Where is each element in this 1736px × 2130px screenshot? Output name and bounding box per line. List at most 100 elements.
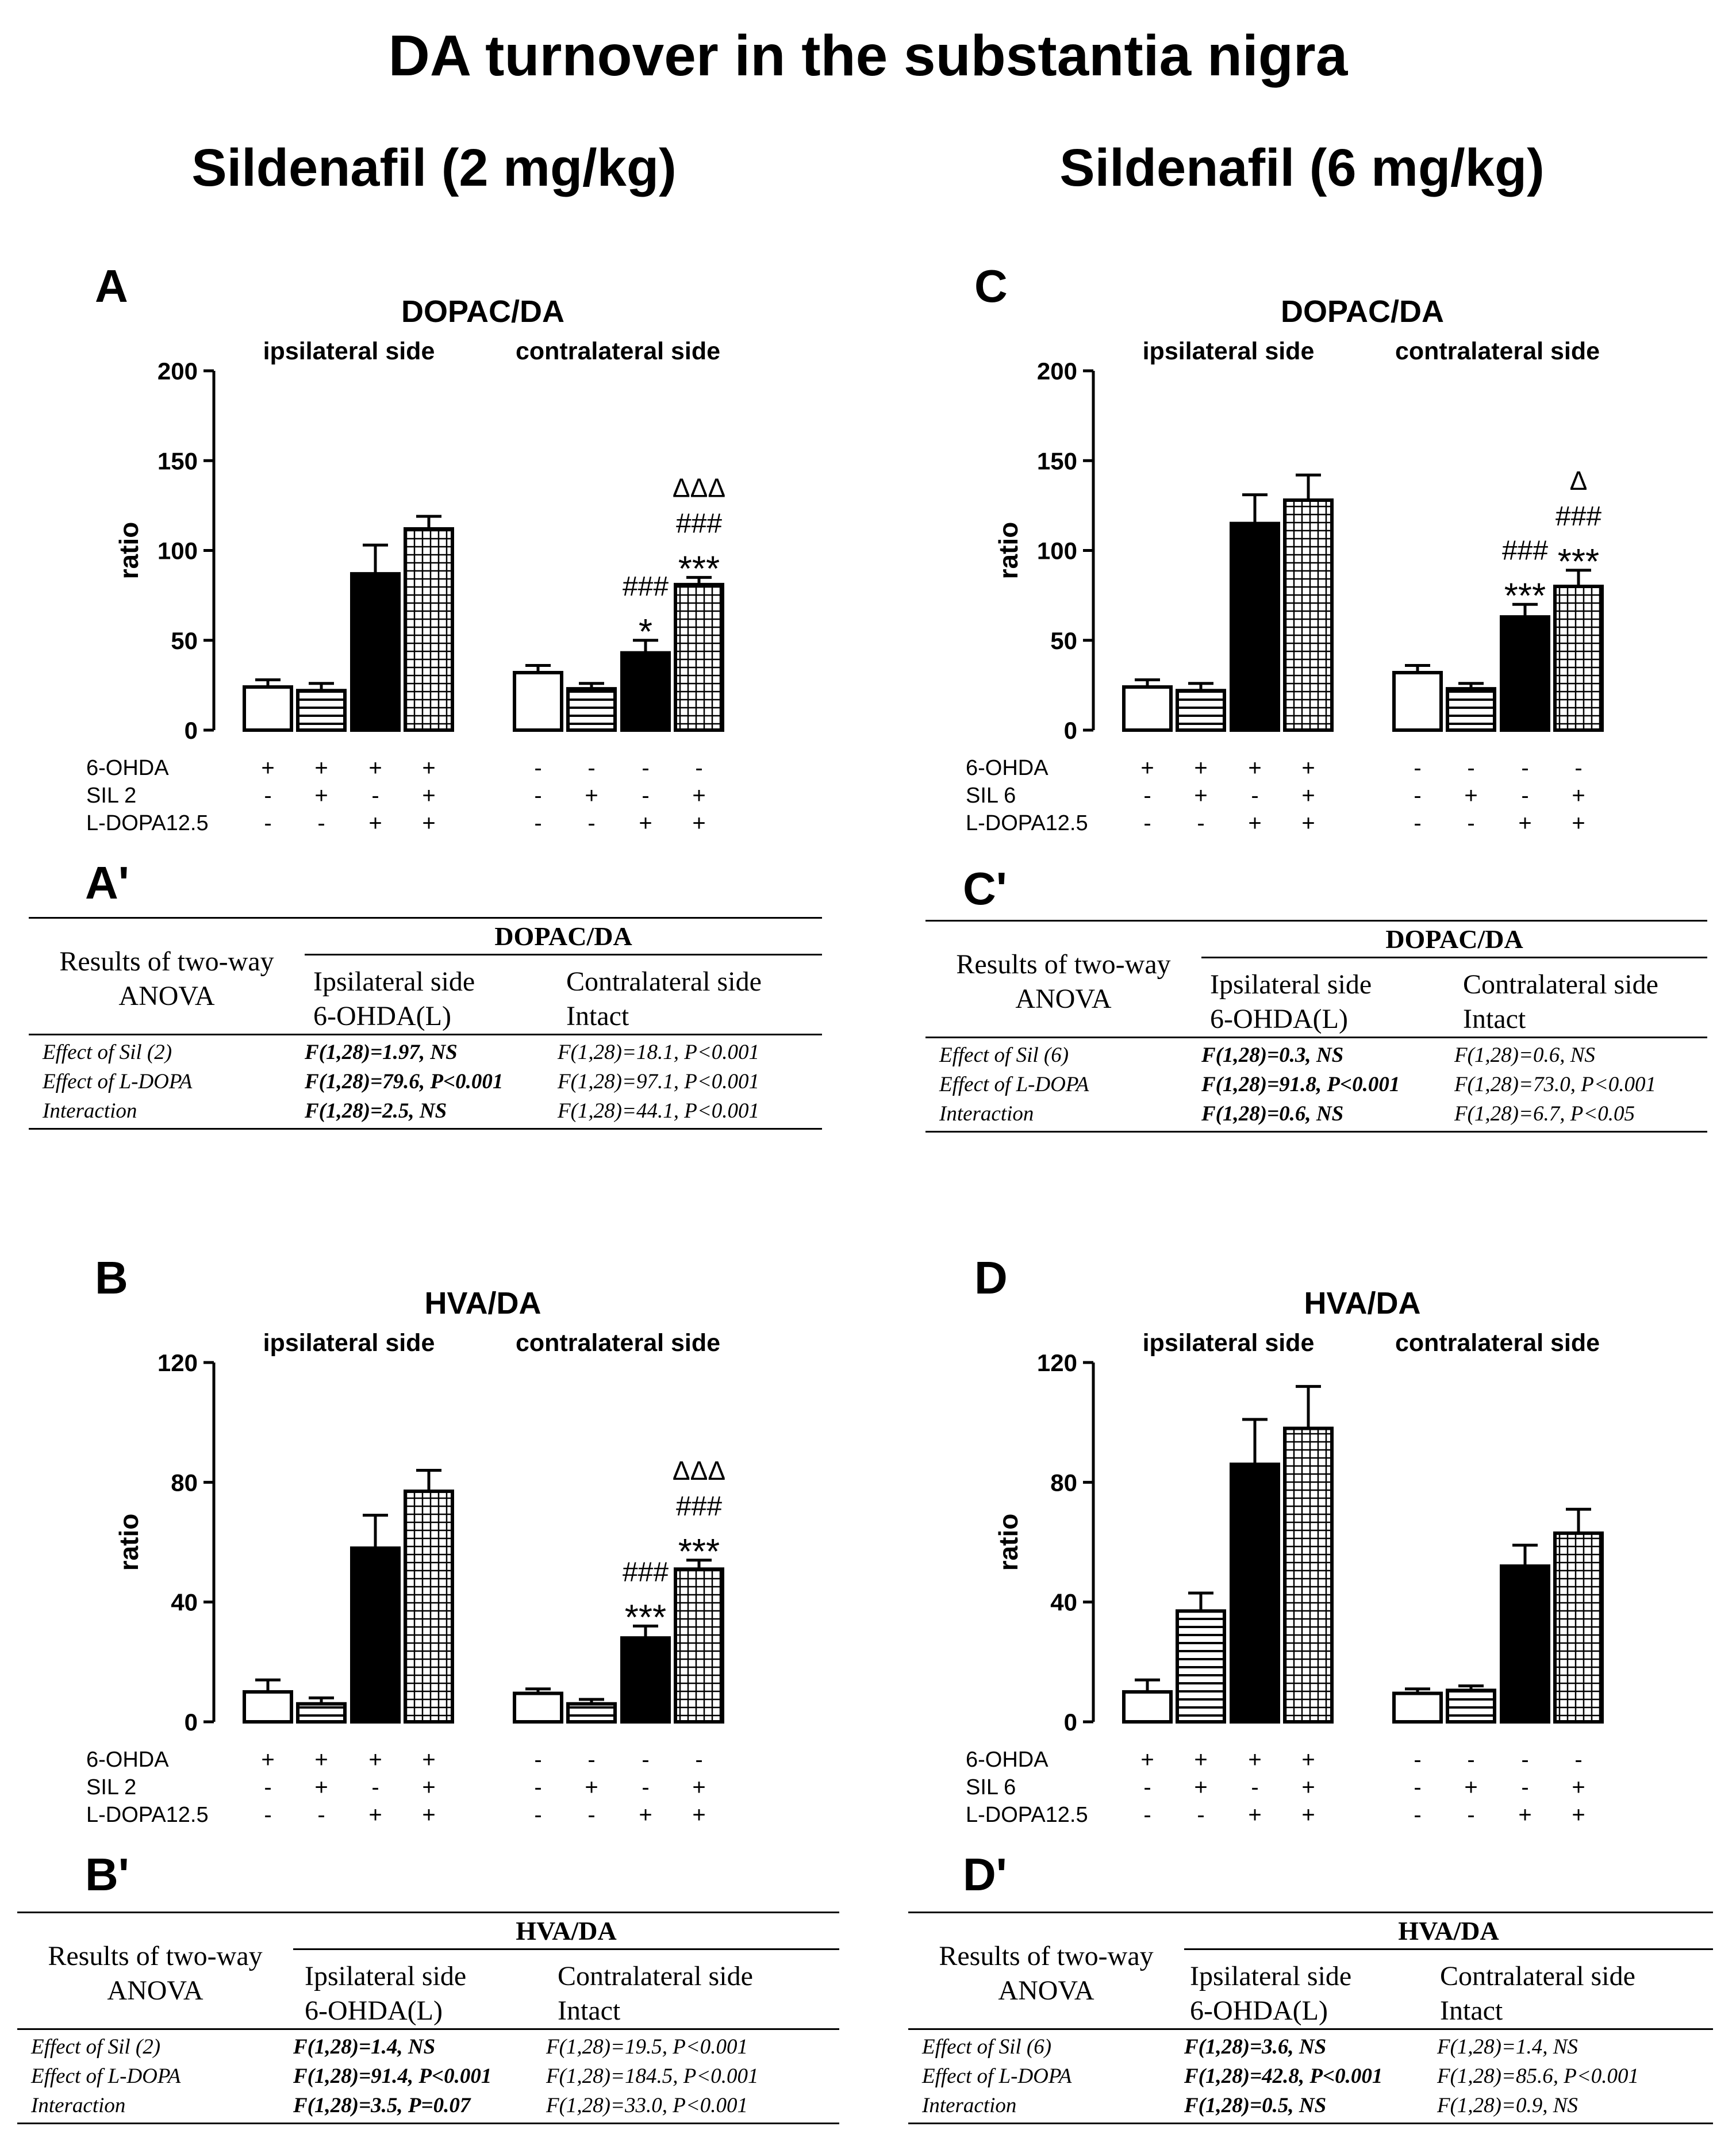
treatment-label: L-DOPA12.5 bbox=[86, 1803, 209, 1827]
y-tick-label: 80 bbox=[1050, 1469, 1077, 1496]
treatment-mark: - bbox=[1574, 755, 1582, 781]
treatment-mark: - bbox=[317, 811, 325, 836]
treatment-mark: + bbox=[314, 1747, 328, 1772]
y-tick-label: 200 bbox=[158, 358, 198, 385]
table-letter-a-prime: A' bbox=[85, 857, 129, 908]
bar bbox=[296, 1702, 347, 1724]
results-label-1: Results of two-way bbox=[59, 946, 274, 977]
significance-mark: Δ bbox=[1570, 466, 1588, 496]
group-label-ipsilateral: ipsilateral side bbox=[1143, 1329, 1315, 1357]
group-label-contralateral: contralateral side bbox=[1395, 1329, 1600, 1357]
ipsi-result: F(1,28)=3.6, NS bbox=[1184, 2035, 1327, 2059]
treatment-mark: - bbox=[1143, 1775, 1151, 1800]
treatment-mark: - bbox=[1143, 811, 1151, 836]
treatment-mark: - bbox=[1521, 783, 1528, 808]
treatment-mark: + bbox=[585, 783, 598, 808]
group-label-contralateral: contralateral side bbox=[516, 337, 720, 365]
y-tick-label: 0 bbox=[1064, 1709, 1077, 1736]
treatment-mark: + bbox=[639, 811, 652, 836]
treatment-mark: + bbox=[1140, 755, 1154, 781]
treatment-mark: - bbox=[587, 755, 595, 781]
y-tick-label: 50 bbox=[171, 627, 198, 654]
bar bbox=[243, 1690, 293, 1724]
group-label-ipsilateral: ipsilateral side bbox=[1143, 337, 1315, 365]
treatment-mark: - bbox=[695, 755, 702, 781]
ipsi-result: F(1,28)=79.6, P<0.001 bbox=[305, 1070, 504, 1093]
bar bbox=[243, 685, 293, 732]
table-letter-b-prime: B' bbox=[85, 1849, 129, 1900]
treatment-mark: - bbox=[1467, 755, 1474, 781]
table-row: Effect of Sil (2) F(1,28)=1.97, NS F(1,28)… bbox=[29, 1038, 822, 1067]
treatment-mark: + bbox=[1464, 783, 1477, 808]
treatment-mark: + bbox=[368, 1747, 382, 1772]
significance-mark: ### bbox=[623, 1557, 669, 1587]
column-title-sil2: Sildenafil (2 mg/kg) bbox=[191, 139, 677, 197]
y-axis-label: ratio bbox=[114, 1514, 144, 1571]
treatment-mark: - bbox=[264, 811, 271, 836]
bar bbox=[1230, 1463, 1280, 1724]
effect-label: Effect of Sil (2) bbox=[31, 2035, 161, 2059]
treatment-mark: + bbox=[422, 783, 435, 808]
chart-title: DOPAC/DA bbox=[401, 294, 564, 329]
contra-result: F(1,28)=0.6, NS bbox=[1454, 1043, 1595, 1067]
treatment-mark: + bbox=[1572, 1775, 1585, 1800]
treatment-mark: - bbox=[1414, 1747, 1421, 1772]
treatment-mark: - bbox=[587, 1747, 595, 1772]
y-tick-label: 100 bbox=[1037, 538, 1077, 565]
treatment-mark: - bbox=[534, 811, 541, 836]
contra-header-1: Contralateral side bbox=[1440, 1961, 1635, 1991]
treatment-mark: + bbox=[1194, 783, 1207, 808]
ipsi-result: F(1,28)=3.5, P=0.07 bbox=[293, 2094, 471, 2117]
treatment-mark: + bbox=[692, 1775, 705, 1800]
effect-label: Effect of L-DOPA bbox=[31, 2064, 181, 2088]
y-tick-label: 50 bbox=[1050, 627, 1077, 654]
contra-header-1: Contralateral side bbox=[1463, 969, 1658, 1000]
ipsi-header-2: 6-OHDA(L) bbox=[1190, 1995, 1328, 2026]
treatment-mark: + bbox=[422, 1802, 435, 1828]
treatment-mark: + bbox=[1248, 755, 1261, 781]
ipsi-header-2: 6-OHDA(L) bbox=[1210, 1004, 1348, 1034]
treatment-mark: - bbox=[642, 755, 649, 781]
treatment-mark: - bbox=[371, 783, 379, 808]
significance-mark: ### bbox=[676, 508, 722, 539]
treatment-label: SIL 6 bbox=[966, 1775, 1016, 1799]
y-tick-label: 40 bbox=[1050, 1589, 1077, 1616]
results-label-1: Results of two-way bbox=[939, 1941, 1154, 1971]
treatment-mark: + bbox=[1194, 1747, 1207, 1772]
treatment-mark: + bbox=[1572, 1802, 1585, 1828]
treatment-mark: - bbox=[695, 1747, 702, 1772]
significance-mark: ### bbox=[623, 571, 669, 602]
bar bbox=[1553, 585, 1604, 732]
treatment-mark: - bbox=[1414, 783, 1421, 808]
ipsi-header-1: Ipsilateral side bbox=[305, 1961, 467, 1991]
group-label-contralateral: contralateral side bbox=[1395, 337, 1600, 365]
y-axis-label: ratio bbox=[993, 522, 1023, 579]
treatment-mark: + bbox=[1194, 1775, 1207, 1800]
treatment-mark: + bbox=[1301, 783, 1315, 808]
metric-header: DOPAC/DA bbox=[1201, 924, 1707, 958]
treatment-mark: + bbox=[692, 811, 705, 836]
treatment-mark: - bbox=[1467, 1747, 1474, 1772]
bar bbox=[1176, 1609, 1226, 1724]
table-letter-d-prime: D' bbox=[963, 1849, 1007, 1900]
treatment-label: SIL 2 bbox=[86, 784, 136, 808]
bar bbox=[620, 1636, 671, 1724]
y-axis-label: ratio bbox=[114, 522, 144, 579]
treatment-label: SIL 2 bbox=[86, 1775, 136, 1799]
table-row: Effect of L-DOPA F(1,28)=42.8, P<0.001 F(1… bbox=[908, 2062, 1713, 2091]
treatment-mark: + bbox=[1248, 1747, 1261, 1772]
treatment-mark: - bbox=[1414, 1802, 1421, 1828]
contra-result: F(1,28)=44.1, P<0.001 bbox=[558, 1099, 760, 1123]
treatment-label: 6-OHDA bbox=[86, 756, 169, 780]
y-tick-label: 150 bbox=[1037, 447, 1077, 474]
treatment-mark: + bbox=[1194, 755, 1207, 781]
treatment-mark: - bbox=[534, 755, 541, 781]
bar bbox=[1122, 685, 1173, 732]
bar bbox=[1230, 521, 1280, 732]
treatment-label: L-DOPA12.5 bbox=[966, 811, 1088, 835]
significance-mark: ΔΔΔ bbox=[673, 1456, 725, 1486]
bar bbox=[404, 527, 454, 732]
treatment-mark: + bbox=[368, 1802, 382, 1828]
significance-mark: * bbox=[639, 612, 652, 652]
significance-mark: ### bbox=[1556, 501, 1601, 532]
